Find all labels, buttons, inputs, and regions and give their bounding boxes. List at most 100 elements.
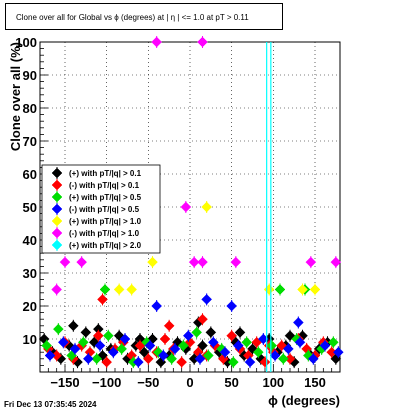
x-axis-label: ϕ (degrees) (268, 393, 340, 408)
data-point-series-5 (230, 256, 242, 269)
marker-diamond (166, 353, 178, 365)
footer-timestamp: Fri Dec 13 07:35:45 2024 (4, 400, 97, 409)
data-point-series-5 (330, 256, 342, 269)
marker-diamond (309, 284, 321, 295)
marker-diamond (197, 313, 208, 325)
data-point-series-1 (226, 329, 238, 342)
data-point-series-3 (307, 352, 319, 365)
data-point-series-3 (294, 336, 306, 349)
data-point-series-3 (282, 342, 294, 355)
marker-diamond (51, 191, 63, 203)
marker-diamond (157, 350, 169, 361)
marker-diamond (51, 179, 63, 191)
marker-diamond (41, 340, 53, 351)
data-point-series-0 (67, 319, 79, 332)
y-axis-label: Clone over all (%) (8, 42, 23, 151)
data-point-series-0 (197, 339, 208, 352)
data-point-series-1 (159, 333, 171, 345)
data-point-series-3 (244, 356, 256, 369)
data-point-series-3 (332, 346, 344, 359)
marker-diamond (151, 300, 163, 312)
data-point-series-1 (97, 293, 108, 306)
data-point-series-3 (319, 339, 331, 352)
data-point-series-3 (292, 316, 304, 329)
x-tick-label: 0 (186, 375, 193, 390)
data-point-series-1 (259, 356, 271, 369)
data-point-series-3 (169, 342, 181, 355)
data-point-series-1 (101, 356, 113, 369)
marker-diamond (274, 284, 286, 295)
marker-diamond (77, 336, 89, 348)
data-point-series-0 (80, 326, 92, 339)
data-point-series-3 (157, 349, 169, 362)
data-point-series-3 (201, 293, 213, 306)
legend-marker (51, 203, 63, 215)
marker-diamond (51, 239, 63, 251)
marker-diamond (191, 327, 203, 338)
marker-diamond (330, 256, 342, 268)
y-tick-label: 100 (15, 35, 37, 50)
x-tick-label: 100 (262, 375, 284, 390)
marker-diamond (269, 350, 281, 361)
legend-marker (51, 191, 63, 203)
legend-marker (51, 215, 63, 227)
data-point-series-3 (69, 342, 81, 355)
data-point-series-2 (177, 339, 189, 352)
marker-diamond (319, 340, 331, 351)
data-point-series-3 (144, 339, 156, 352)
y-tick-label: 80 (23, 101, 37, 116)
data-point-series-2 (191, 326, 203, 339)
marker-diamond (202, 350, 214, 361)
marker-diamond (244, 356, 256, 368)
y-tick-label: 40 (23, 233, 37, 248)
legend-entry-label: (+) with pT/|q| > 0.5 (69, 193, 142, 202)
y-tick-label: 30 (23, 266, 37, 281)
marker-diamond (144, 340, 156, 351)
marker-diamond (177, 340, 189, 351)
data-point-series-5 (197, 256, 208, 269)
data-point-series-5 (305, 256, 317, 269)
marker-diamond (147, 256, 158, 268)
legend-marker (51, 167, 63, 179)
data-point-series-1 (142, 352, 154, 365)
marker-diamond (76, 256, 88, 268)
data-point-series-3 (232, 339, 244, 352)
marker-diamond (51, 284, 63, 295)
marker-diamond (59, 256, 71, 268)
marker-diamond (266, 340, 278, 351)
data-point-series-1 (163, 319, 175, 332)
data-point-series-3 (219, 346, 231, 359)
marker-diamond (241, 336, 253, 348)
y-tick-label: 10 (23, 332, 37, 347)
data-point-series-3 (94, 339, 106, 352)
marker-diamond (282, 343, 294, 355)
data-point-series-2 (277, 352, 289, 365)
marker-diamond (94, 340, 106, 351)
data-point-series-3 (269, 349, 281, 362)
marker-diamond (113, 284, 125, 295)
data-point-series-2 (99, 283, 111, 296)
marker-diamond (252, 346, 264, 358)
data-point-series-3 (182, 329, 194, 342)
marker-diamond (99, 284, 111, 295)
marker-diamond (67, 320, 79, 332)
marker-diamond (294, 336, 306, 348)
marker-diamond (116, 343, 128, 355)
marker-diamond (297, 284, 308, 295)
data-point-series-1 (197, 313, 208, 326)
legend-entry-label: (+) with pT/|q| > 1.0 (69, 217, 142, 226)
data-point-series-2 (227, 356, 239, 369)
marker-diamond (201, 294, 213, 305)
data-point-series-1 (176, 356, 188, 369)
data-point-series-2 (91, 352, 103, 365)
marker-diamond (227, 356, 239, 368)
x-tick-label: −100 (92, 375, 121, 390)
marker-diamond (259, 356, 271, 368)
marker-diamond (176, 356, 188, 368)
data-point-series-5 (180, 201, 192, 213)
marker-diamond (132, 356, 144, 368)
data-point-series-5 (151, 36, 163, 48)
data-point-series-2 (327, 336, 339, 349)
marker-diamond (307, 353, 319, 365)
marker-diamond (219, 346, 231, 358)
